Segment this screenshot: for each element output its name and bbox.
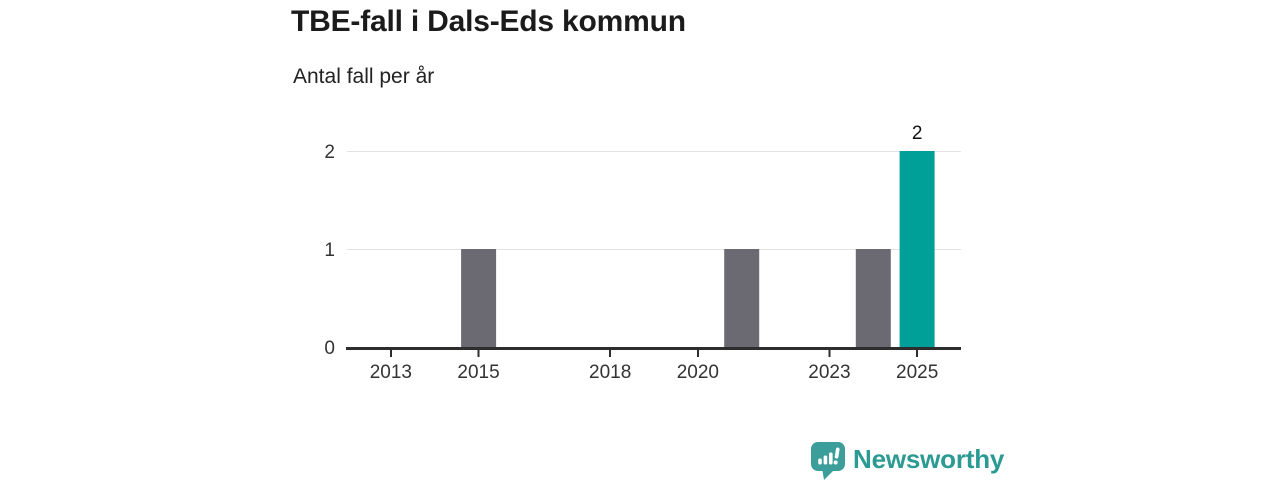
newsworthy-wordmark: Newsworthy — [853, 444, 1005, 474]
bar-2021 — [724, 249, 760, 347]
x-tick-label-2020: 2020 — [677, 362, 719, 383]
bar-2025 — [899, 151, 935, 347]
y-tick-label-1: 1 — [324, 240, 335, 261]
x-tick-label-2013: 2013 — [370, 362, 412, 383]
speech-bubble-shape — [811, 442, 845, 480]
logo-bar-medium — [823, 455, 828, 465]
newsworthy-logo: Newsworthy — [811, 442, 1004, 480]
x-tick-label-2015: 2015 — [457, 362, 499, 383]
newsworthy-icon — [811, 442, 845, 480]
logo-exclamation — [833, 447, 840, 465]
x-tick-label-2025: 2025 — [896, 362, 938, 383]
y-tick-label-0: 0 — [324, 338, 335, 359]
bar-2015 — [461, 249, 497, 347]
logo-bar-large — [829, 452, 833, 465]
chart-title: TBE-fall i Dals-Eds kommun — [291, 5, 686, 38]
x-tick-label-2023: 2023 — [808, 362, 850, 383]
x-tick-label-2018: 2018 — [589, 362, 631, 383]
bar-2024 — [855, 249, 891, 347]
chart-subtitle: Antal fall per år — [293, 65, 435, 88]
y-tick-label-2: 2 — [324, 142, 335, 163]
logo-bar-small — [818, 458, 822, 465]
bar-value-label-2025: 2 — [912, 123, 923, 144]
